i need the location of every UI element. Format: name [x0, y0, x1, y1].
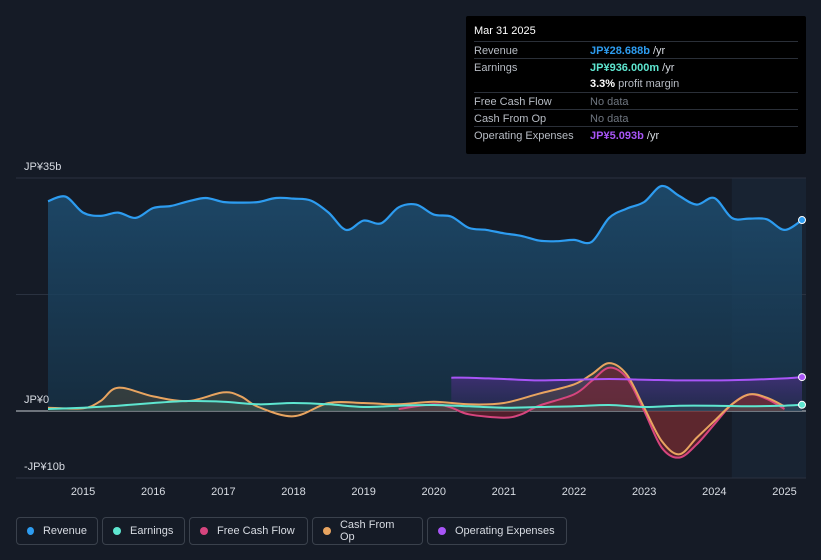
legend-label: Free Cash Flow	[217, 525, 295, 537]
tooltip-date: Mar 31 2025	[474, 25, 536, 37]
tooltip-label: Free Cash Flow	[474, 96, 552, 108]
legend-label: Revenue	[42, 525, 87, 537]
tooltip-row-opex: Operating Expenses JP¥5.093b /yr	[474, 126, 798, 144]
legend-item-revenue[interactable]: Revenue	[16, 517, 98, 545]
x-tick-label: 2024	[702, 486, 726, 498]
earnings-end-marker	[798, 400, 806, 409]
tooltip-suffix: /yr	[659, 62, 675, 74]
revenue-dot-icon	[27, 527, 34, 535]
tooltip-value: JP¥936.000m	[590, 62, 660, 74]
y-tick-label: -JP¥10b	[24, 461, 65, 473]
legend-item-earnings[interactable]: Earnings	[102, 517, 185, 545]
legend: Revenue Earnings Free Cash Flow Cash Fro…	[16, 517, 567, 547]
tooltip-label: Earnings	[474, 62, 518, 74]
tooltip-row-margin: 3.3% profit margin	[474, 75, 798, 92]
tooltip-value: No data	[590, 96, 629, 108]
x-tick-label: 2015	[71, 486, 95, 498]
legend-label: Earnings	[130, 525, 174, 537]
revenue-area	[48, 185, 802, 411]
operating-expenses-end-marker	[798, 373, 806, 382]
line-layer	[47, 184, 803, 459]
cash-from-op-dot-icon	[323, 527, 331, 535]
tooltip-value: JP¥5.093b	[590, 130, 644, 142]
tooltip-value: JP¥28.688b	[590, 45, 650, 57]
tooltip-suffix: /yr	[649, 45, 666, 57]
x-tick-label: 2019	[351, 486, 375, 498]
axis-layer: JP¥35b JP¥0 -JP¥10b 2015 2016 2017 2018 2019 202…	[24, 161, 797, 498]
marker-layer	[798, 216, 806, 409]
area-layer	[48, 185, 802, 458]
revenue-end-marker	[798, 216, 806, 225]
tooltip-value: No data	[590, 113, 629, 125]
tooltip-row-revenue: Revenue JP¥28.688b /yr	[474, 41, 798, 59]
x-tick-label: 2025	[772, 486, 796, 498]
revenue-line	[47, 184, 803, 245]
tooltip-label: Revenue	[474, 45, 519, 57]
y-tick-label: JP¥0	[24, 394, 49, 406]
x-tick-label: 2016	[141, 486, 165, 498]
x-tick-label: 2023	[632, 486, 656, 498]
y-tick-label: JP¥35b	[24, 161, 61, 173]
free-cash-flow-dot-icon	[200, 527, 208, 535]
legend-item-cash-from-op[interactable]: Cash From Op	[312, 517, 423, 545]
x-tick-label: 2018	[281, 486, 305, 498]
earnings-line	[47, 399, 803, 410]
tooltip-row-earnings: Earnings JP¥936.000m /yr	[474, 58, 798, 76]
operating-expenses-dot-icon	[438, 527, 446, 535]
tooltip-panel: Mar 31 2025 Revenue JP¥28.688b /yr Earni…	[466, 16, 806, 154]
legend-label: Operating Expenses	[455, 525, 555, 537]
operating-expenses-line	[451, 376, 803, 382]
tooltip-row-fcf: Free Cash Flow No data	[474, 92, 798, 110]
tooltip-label: Operating Expenses	[474, 130, 574, 142]
x-tick-label: 2022	[562, 486, 586, 498]
legend-item-free-cash-flow[interactable]: Free Cash Flow	[189, 517, 308, 545]
legend-item-operating-expenses[interactable]: Operating Expenses	[427, 517, 567, 545]
legend-label: Cash From Op	[339, 519, 395, 543]
x-tick-label: 2021	[492, 486, 516, 498]
x-tick-label: 2020	[422, 486, 446, 498]
x-tick-label: 2017	[211, 486, 235, 498]
tooltip-label: Cash From Op	[474, 113, 547, 125]
free-cash-flow-area	[398, 367, 785, 458]
tooltip-suffix: profit margin	[615, 78, 680, 90]
tooltip-row-cfo: Cash From Op No data	[474, 109, 798, 127]
earnings-dot-icon	[113, 527, 121, 535]
tooltip-value: 3.3%	[590, 78, 616, 90]
tooltip-suffix: /yr	[643, 130, 660, 142]
